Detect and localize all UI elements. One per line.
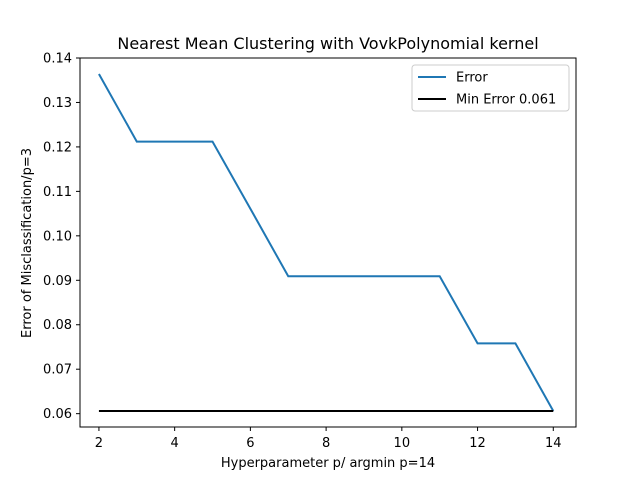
x-tick-label: 8 xyxy=(322,436,330,451)
y-axis-label: Error of Misclassification/p=3 xyxy=(20,148,35,338)
x-tick-label: 14 xyxy=(545,436,562,451)
y-tick-label: 0.12 xyxy=(43,140,72,155)
y-tick-label: 0.11 xyxy=(43,185,72,200)
series-line-error xyxy=(98,73,555,412)
x-tick-label: 4 xyxy=(171,436,179,451)
y-tick-label: 0.08 xyxy=(43,318,72,333)
y-tick-label: 0.06 xyxy=(43,407,72,422)
x-axis-label: Hyperparameter p/ argmin p=14 xyxy=(221,456,435,471)
legend-label: Error xyxy=(456,71,488,86)
y-tick-label: 0.09 xyxy=(43,274,72,289)
plot-area: 2 4 6 8 10 12 14 0.06 0.07 0.08 0.09 0.10 0.11 0.12 0.… xyxy=(43,52,577,451)
axes-frame xyxy=(79,57,577,428)
x-tick-label: 12 xyxy=(469,436,486,451)
legend-label: Min Error 0.061 xyxy=(456,93,556,108)
y-tick-label: 0.07 xyxy=(43,363,72,378)
x-tick-label: 2 xyxy=(95,436,103,451)
y-tick-label: 0.13 xyxy=(43,96,72,111)
y-tick-label: 0.10 xyxy=(43,229,72,244)
x-tick-label: 10 xyxy=(394,436,411,451)
legend-box xyxy=(411,64,570,112)
chart-title: Nearest Mean Clustering with VovkPolynom… xyxy=(117,34,538,53)
y-tick-label: 0.14 xyxy=(43,52,72,67)
legend: Error Min Error 0.061 xyxy=(411,64,570,112)
x-tick-label: 6 xyxy=(246,436,254,451)
